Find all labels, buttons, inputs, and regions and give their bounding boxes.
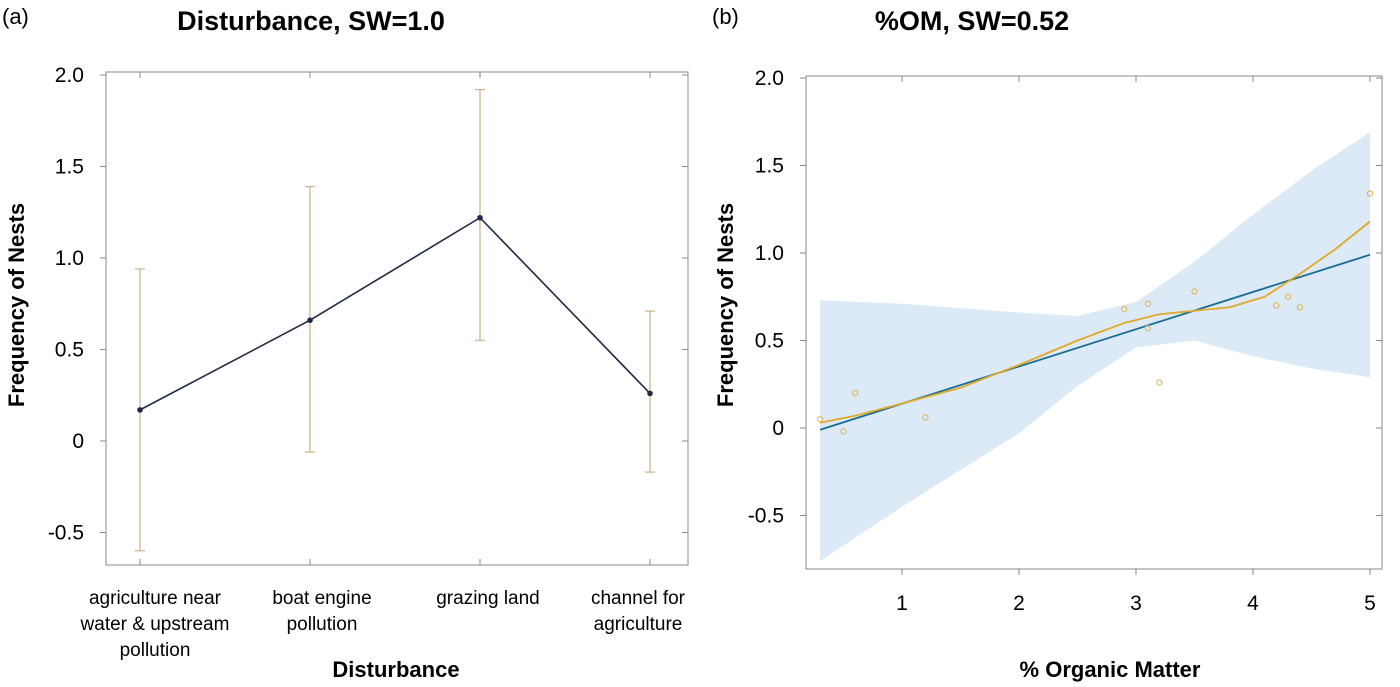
y-tick-label: 0.5	[755, 330, 784, 353]
category-label: boat engine	[272, 588, 371, 609]
scatter-point	[1144, 300, 1151, 307]
panel-a-title: Disturbance, SW=1.0	[177, 6, 445, 36]
panel-a-plot-frame	[105, 71, 689, 566]
category-label: pollution	[120, 640, 191, 661]
scatter-point	[817, 416, 824, 423]
y-tick-label: -0.5	[748, 505, 784, 528]
scatter-point	[1156, 379, 1163, 386]
panel-a-x-axis: agriculture near water & upstream pollutio…	[80, 588, 686, 661]
category-label: channel for	[591, 588, 686, 609]
panel-a: (a) Disturbance, SW=1.0 -0.5 0 0.5 1.0 1.5 2.…	[2, 4, 689, 682]
scatter-point	[1191, 288, 1198, 295]
panel-b-points	[817, 190, 1374, 435]
y-tick-label: 0	[772, 417, 784, 440]
y-tick-label: 1.0	[755, 242, 784, 265]
scatter-point	[1144, 325, 1151, 332]
panel-b-smooth-curve	[819, 220, 1371, 424]
y-tick-label: 2.0	[755, 67, 784, 90]
panel-b-confidence-band	[820, 132, 1370, 561]
x-tick-label: 1	[896, 592, 908, 615]
panel-b-y-axis-title: Frequency of Nests	[713, 203, 738, 407]
y-tick-label: 0.5	[55, 339, 84, 362]
data-point	[307, 317, 313, 324]
panel-a-y-axis: -0.5 0 0.5 1.0 1.5 2.0	[48, 64, 688, 565]
panel-a-error-bars	[135, 89, 655, 552]
x-tick-label: 2	[1013, 592, 1025, 615]
y-tick-label: 2.0	[55, 64, 84, 87]
panel-b-y-axis: -0.5 0 0.5 1.0 1.5 2.0	[748, 67, 1382, 528]
y-tick-label: 0	[72, 430, 84, 453]
loess-curve	[819, 220, 1371, 424]
y-tick-label: 1.5	[755, 155, 784, 178]
category-label: pollution	[287, 614, 358, 635]
scatter-point	[840, 428, 847, 435]
x-tick-label: 3	[1130, 592, 1142, 615]
scatter-point	[1121, 305, 1128, 313]
y-tick-label: -0.5	[48, 522, 84, 545]
category-label: water & upstream	[80, 614, 230, 635]
y-tick-label: 1.0	[55, 247, 84, 270]
category-label: agriculture	[594, 614, 683, 635]
confidence-band-area	[820, 132, 1370, 561]
panel-b-title: %OM, SW=0.52	[875, 6, 1069, 36]
panel-a-x-axis-title: Disturbance	[332, 657, 459, 682]
x-tick-label: 5	[1364, 592, 1376, 615]
series-line	[139, 216, 651, 411]
panel-a-label: (a)	[2, 4, 29, 29]
category-label: grazing land	[436, 588, 540, 609]
category-label: agriculture near	[89, 588, 222, 609]
scatter-point	[1296, 304, 1303, 311]
data-point	[647, 390, 653, 397]
data-point	[477, 214, 483, 221]
panel-b-x-axis: 1 2 3 4 5	[896, 76, 1376, 615]
data-point	[137, 407, 143, 413]
scatter-point	[922, 414, 929, 421]
panel-b-x-axis-title: % Organic Matter	[1020, 657, 1201, 682]
scatter-point	[852, 389, 859, 397]
scatter-point	[1273, 302, 1280, 309]
y-tick-label: 1.5	[55, 156, 84, 179]
scatter-point	[1285, 293, 1292, 300]
scatter-point	[1366, 190, 1374, 197]
panel-b: (b) %OM, SW=0.52 -0.5 0 0.5 1.0 1.5 2.0 1 2 3 4 5…	[712, 4, 1383, 682]
panel-a-y-axis-title: Frequency of Nests	[4, 203, 29, 407]
panel-b-plot-frame	[805, 75, 1383, 570]
x-tick-label: 4	[1247, 592, 1259, 615]
panel-b-label: (b)	[712, 4, 739, 29]
panel-a-series	[137, 214, 653, 413]
